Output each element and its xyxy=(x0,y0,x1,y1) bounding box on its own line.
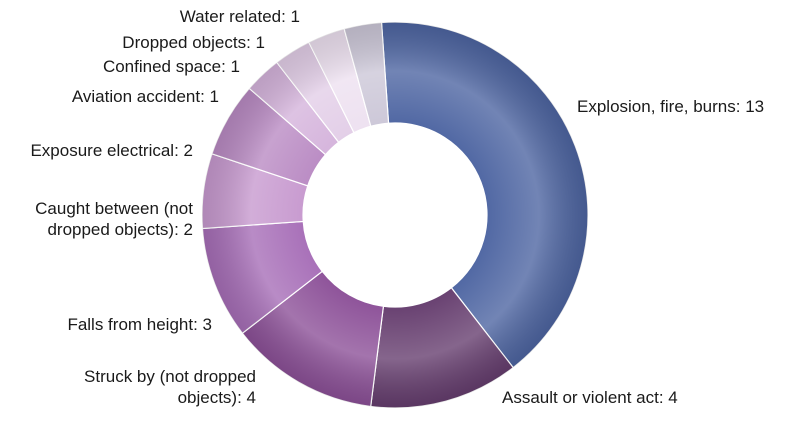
label-falls-from-height: Falls from height: 3 xyxy=(67,315,212,334)
slices-group xyxy=(201,21,589,409)
label-explosion-fire-burns: Explosion, fire, burns: 13 xyxy=(577,97,764,116)
label-exposure-electrical: Exposure electrical: 2 xyxy=(30,141,193,160)
label-struck-by-not-dropped-objects: Struck by (not dropped objects): 4 xyxy=(84,367,256,407)
label-dropped-objects: Dropped objects: 1 xyxy=(122,33,265,52)
label-caught-between-not-dropped-objects: Caught between (not dropped objects): 2 xyxy=(35,199,193,239)
label-assault-or-violent-act: Assault or violent act: 4 xyxy=(502,388,678,407)
label-water-related: Water related: 1 xyxy=(180,7,300,26)
label-confined-space: Confined space: 1 xyxy=(103,57,240,76)
labels-group: Explosion, fire, burns: 13 Assault or vio… xyxy=(30,7,764,407)
slice-shade-dropped-objects xyxy=(308,28,371,133)
slice-shade-struck-by-not-dropped-objects xyxy=(242,271,384,407)
label-aviation-accident: Aviation accident: 1 xyxy=(72,87,219,106)
slice-shade-caught-between-not-dropped-objects xyxy=(202,153,308,229)
slice-shade-assault-or-violent-act xyxy=(370,287,514,408)
slice-shade-explosion-fire-burns xyxy=(381,22,588,368)
slice-shade-confined-space xyxy=(276,42,354,143)
slice-shade-aviation-accident xyxy=(249,62,339,155)
slice-shade-falls-from-height xyxy=(202,221,323,334)
slice-shade-exposure-electrical xyxy=(211,88,326,186)
slice-shade-water-related xyxy=(344,22,389,127)
